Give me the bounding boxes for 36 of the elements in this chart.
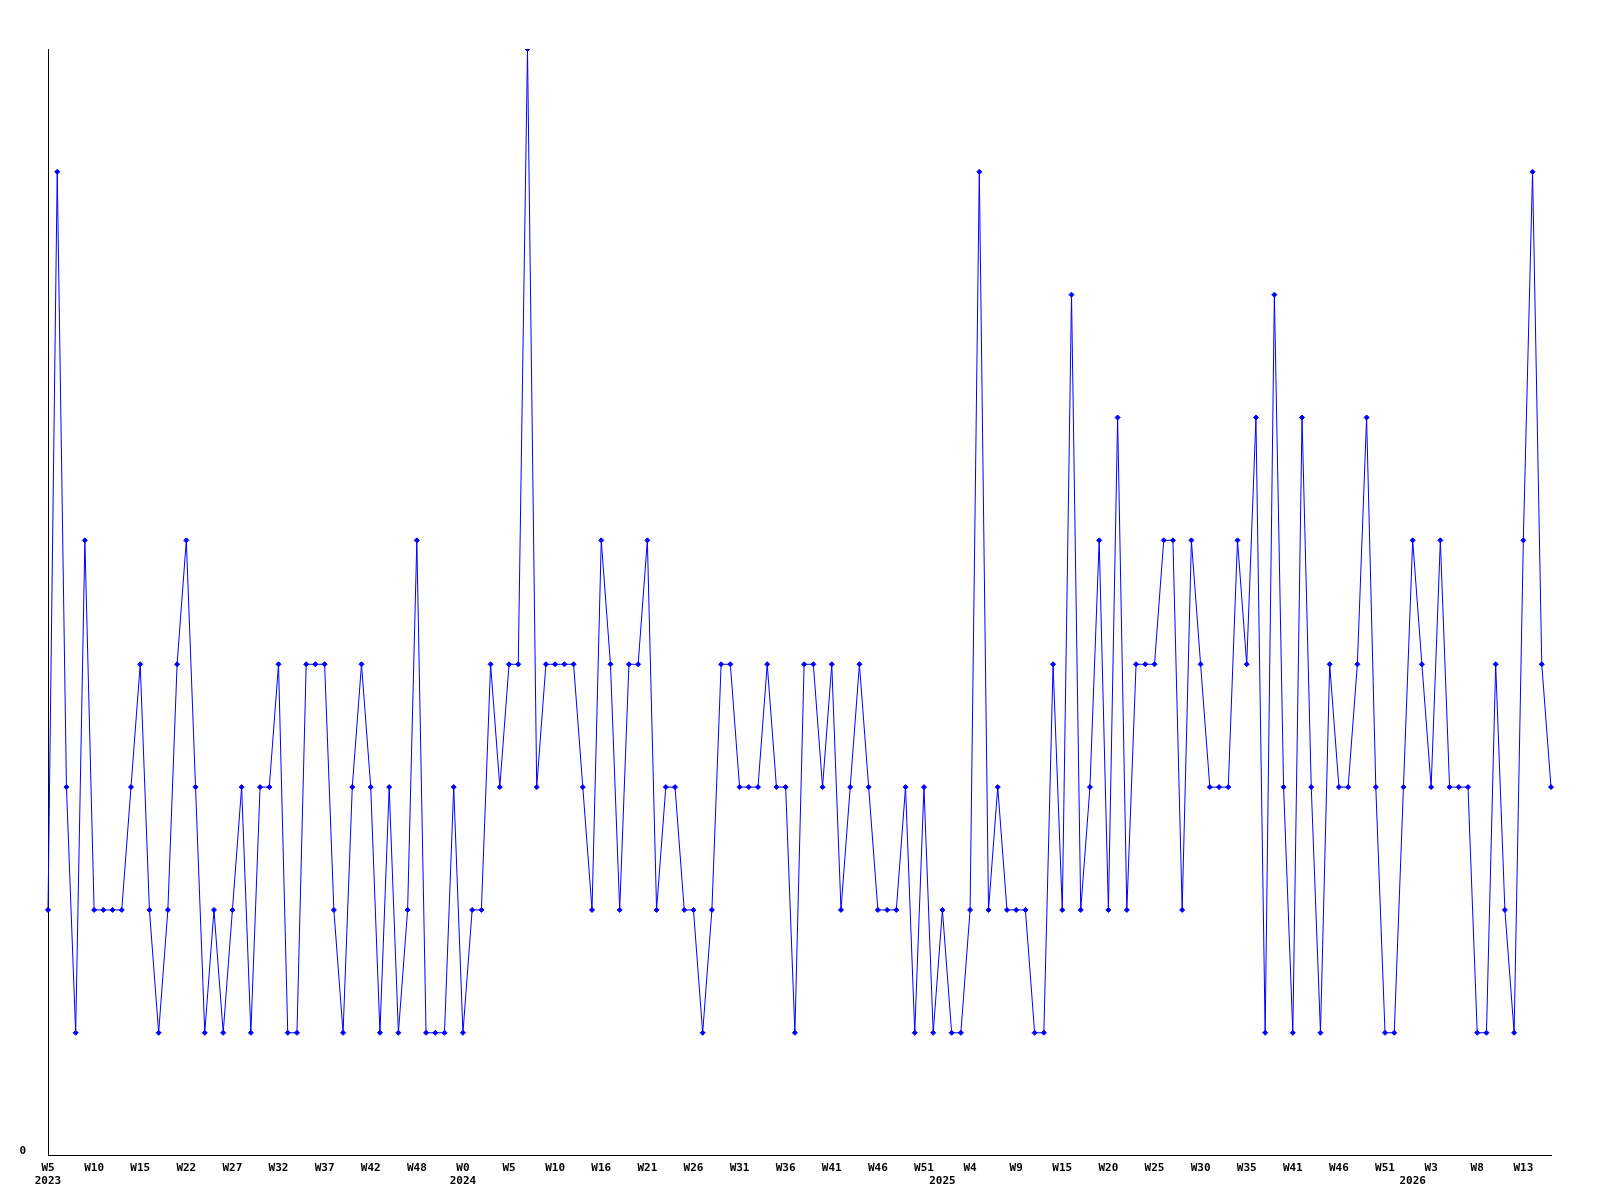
x-tick-label: W4 bbox=[963, 1161, 978, 1175]
x-tick-label: W26 bbox=[683, 1161, 704, 1175]
x-tick-label: 2026 bbox=[1399, 1174, 1427, 1188]
x-tick-label: W46 bbox=[867, 1161, 889, 1175]
x-tick-label: W30 bbox=[1190, 1161, 1211, 1175]
x-tick-label: W16 bbox=[591, 1161, 612, 1175]
x-tick-label: W5 bbox=[502, 1161, 516, 1175]
x-tick-label: W15 bbox=[1052, 1161, 1073, 1175]
x-tick-label: W10 bbox=[545, 1161, 566, 1175]
x-tick-label: W27 bbox=[222, 1161, 243, 1175]
x-tick-label: W22 bbox=[176, 1161, 197, 1175]
x-tick-label: W13 bbox=[1513, 1161, 1534, 1175]
x-tick-label: W36 bbox=[775, 1161, 796, 1175]
x-tick-label: W25 bbox=[1144, 1161, 1165, 1175]
x-tick-label: W32 bbox=[268, 1161, 289, 1175]
x-tick-label: W35 bbox=[1236, 1161, 1257, 1175]
x-tick-label: W15 bbox=[130, 1161, 151, 1175]
x-tick-label: W0 2024 bbox=[449, 1161, 477, 1188]
x-tick-label: W46 bbox=[1328, 1161, 1350, 1175]
x-tick-label: 2025 bbox=[929, 1174, 956, 1188]
x-tick-label: W5 2023 bbox=[34, 1161, 62, 1188]
x-tick-label: W21 bbox=[637, 1161, 658, 1175]
x-tick-label: W8 bbox=[1470, 1161, 1484, 1175]
x-tick-label: W3 bbox=[1424, 1161, 1438, 1175]
x-tick-label: W42 bbox=[360, 1161, 381, 1175]
x-tick-label: W37 bbox=[314, 1161, 335, 1175]
x-tick-label: W20 bbox=[1098, 1161, 1119, 1175]
x-tick-label: W41 bbox=[821, 1161, 843, 1175]
text: 0 bbox=[19, 1144, 26, 1158]
x-tick-label: W41 bbox=[1282, 1161, 1304, 1175]
x-tick-label: W31 bbox=[729, 1161, 750, 1175]
x-tick-label: W51 bbox=[1375, 1161, 1396, 1175]
x-tick-label: W10 bbox=[84, 1161, 105, 1175]
x-tick-label: W48 bbox=[406, 1161, 427, 1175]
x-tick-label: W9 bbox=[1009, 1161, 1023, 1175]
x-tick-label: W51 bbox=[914, 1161, 935, 1175]
